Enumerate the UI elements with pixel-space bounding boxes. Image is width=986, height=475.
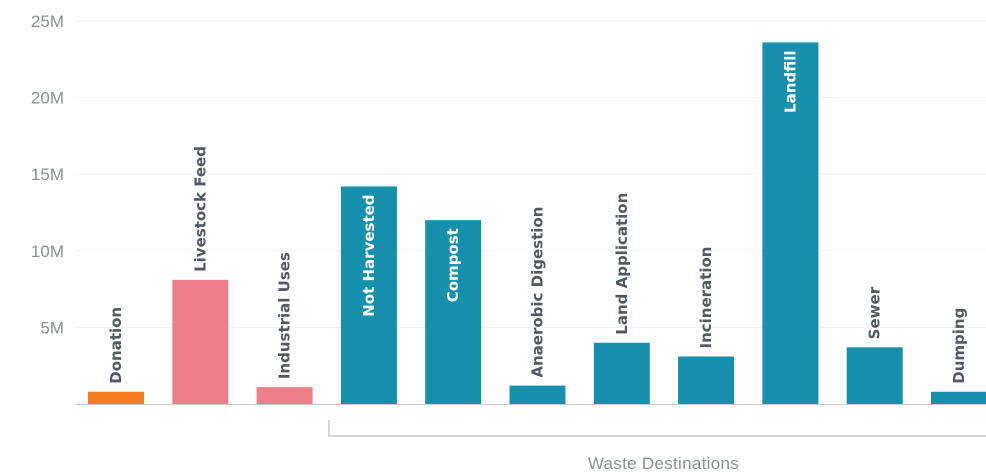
group-bracket: [328, 420, 986, 437]
bar: [509, 385, 566, 404]
y-tick-label: 10M: [31, 242, 64, 261]
bar: [931, 391, 986, 404]
bar-label: Anaerobic Digestion: [529, 207, 547, 378]
bar-label: Incineration: [697, 247, 715, 349]
bar: [256, 387, 313, 404]
y-tick-label: 25M: [31, 12, 64, 31]
bar-label: Sewer: [866, 286, 884, 339]
bar-label: Land Application: [613, 193, 631, 335]
gridlines: [75, 20, 986, 328]
bar: [846, 347, 903, 404]
bar-labels: Donation Livestock Feed Industrial Uses Not…: [107, 50, 968, 383]
bar-label: Dumping: [950, 308, 968, 384]
y-tick-label: 15M: [31, 165, 64, 184]
bar: [340, 186, 397, 404]
y-axis-ticks: 5M 10M 15M 20M 25M: [31, 12, 64, 337]
bar: [425, 220, 482, 404]
bar: [762, 42, 819, 404]
bar: [88, 391, 144, 404]
bar-label: Not Harvested: [360, 194, 378, 316]
y-tick-label: 5M: [40, 318, 64, 337]
bar-label: Livestock Feed: [191, 146, 209, 272]
y-tick-label: 20M: [31, 89, 64, 108]
bars: [88, 42, 986, 404]
bar-label: Landfill: [781, 50, 799, 112]
waste-destinations-group: Waste Destinations: [328, 420, 986, 473]
bar: [593, 342, 650, 404]
group-label: Waste Destinations: [588, 454, 739, 473]
bar: [172, 279, 229, 404]
bar-label: Compost: [444, 228, 462, 302]
bar: [678, 356, 735, 404]
bar-label: Industrial Uses: [276, 252, 294, 379]
bar-label: Donation: [107, 307, 125, 384]
